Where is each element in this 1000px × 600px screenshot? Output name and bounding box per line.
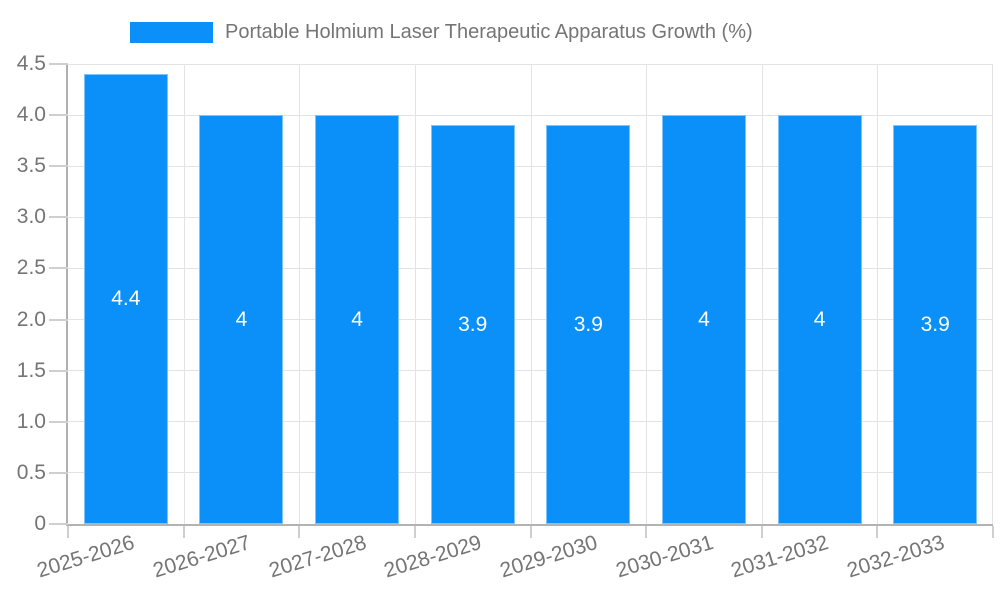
x-tick-label: 2031-2032 bbox=[728, 531, 832, 583]
y-tick bbox=[49, 165, 68, 168]
x-gridline bbox=[299, 64, 301, 524]
bar-value-label: 3.9 bbox=[920, 312, 950, 336]
y-tick bbox=[49, 471, 68, 474]
x-tick bbox=[182, 526, 185, 538]
bar: 4 bbox=[315, 115, 400, 524]
x-tick bbox=[876, 526, 879, 538]
x-gridline bbox=[761, 64, 763, 524]
y-tick bbox=[49, 369, 68, 372]
y-tick-label: 0 bbox=[34, 512, 46, 535]
x-tick-label: 2032-2033 bbox=[844, 531, 947, 583]
x-tick bbox=[67, 526, 69, 538]
x-gridline bbox=[530, 64, 532, 524]
y-tick-label: 4.0 bbox=[16, 103, 46, 127]
y-tick bbox=[49, 63, 68, 65]
legend-label: Portable Holmium Laser Therapeutic Appar… bbox=[225, 21, 753, 43]
y-tick bbox=[49, 420, 68, 423]
y-tick-label: 3.0 bbox=[16, 205, 46, 229]
y-tick bbox=[49, 318, 68, 321]
bar-value-label: 3.9 bbox=[458, 312, 488, 336]
x-tick-label: 2028-2029 bbox=[381, 531, 485, 583]
x-tick bbox=[645, 526, 648, 538]
x-tick bbox=[529, 526, 532, 538]
bar-value-label: 4 bbox=[813, 307, 826, 331]
y-tick-label: 2.0 bbox=[16, 307, 46, 331]
x-gridline bbox=[646, 64, 648, 524]
x-tick bbox=[298, 526, 301, 538]
bar-value-label: 3.9 bbox=[573, 312, 603, 336]
y-tick-label: 1.5 bbox=[16, 358, 46, 382]
x-tick-label: 2030-2031 bbox=[612, 531, 716, 583]
y-tick-label: 3.5 bbox=[16, 154, 46, 178]
bar-value-label: 4 bbox=[235, 307, 248, 331]
x-gridline bbox=[414, 64, 416, 524]
bar-value-label: 4 bbox=[351, 307, 363, 331]
x-gridline bbox=[183, 64, 185, 524]
plot-area: 4.4 4 4 3.9 3.9 4 4 3.9 bbox=[66, 64, 993, 526]
x-tick bbox=[992, 526, 994, 538]
y-tick bbox=[49, 267, 68, 270]
x-tick-label: 2025-2026 bbox=[34, 531, 138, 583]
bar: 4 bbox=[661, 115, 746, 524]
x-tick bbox=[413, 526, 416, 538]
y-tick bbox=[49, 216, 68, 219]
y-tick bbox=[49, 523, 68, 525]
x-tick-label: 2027-2028 bbox=[266, 531, 369, 583]
x-gridline bbox=[992, 64, 993, 524]
x-gridline bbox=[877, 64, 879, 524]
bar-value-label: 4 bbox=[698, 307, 710, 331]
y-tick-label: 2.5 bbox=[16, 256, 46, 280]
bar-value-label: 4.4 bbox=[111, 287, 141, 311]
x-tick bbox=[760, 526, 763, 538]
x-tick-label: 2026-2027 bbox=[150, 531, 254, 583]
legend-swatch bbox=[130, 22, 213, 43]
y-tick-label: 4.5 bbox=[16, 52, 46, 75]
bar: 3.9 bbox=[893, 125, 978, 524]
bar: 3.9 bbox=[546, 125, 631, 524]
bar: 3.9 bbox=[430, 125, 515, 524]
y-tick-label: 0.5 bbox=[16, 460, 46, 484]
x-tick-label: 2029-2030 bbox=[497, 531, 601, 583]
y-tick-label: 1.0 bbox=[16, 409, 46, 433]
bar: 4 bbox=[777, 115, 862, 524]
bar: 4 bbox=[199, 115, 284, 524]
y-tick bbox=[49, 114, 68, 117]
bar: 4.4 bbox=[83, 74, 168, 524]
